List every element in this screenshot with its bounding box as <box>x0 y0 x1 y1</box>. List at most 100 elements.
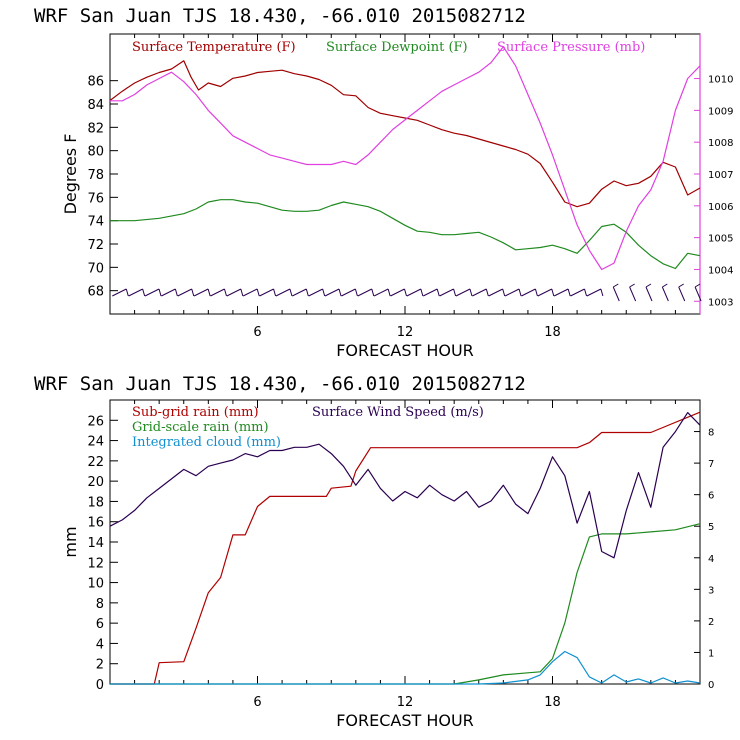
y-tick-label: 68 <box>87 285 104 300</box>
y-tick-label: 0 <box>96 678 104 693</box>
wind-barb <box>423 288 440 297</box>
x-tick-label: 12 <box>397 325 414 340</box>
y-tick-label: 72 <box>87 238 104 253</box>
legend-dewpoint: Surface Dewpoint (F) <box>326 40 468 55</box>
legend: Sub-grid rain (mm) Grid-scale rain (mm) … <box>132 405 484 450</box>
series-line-surface-dewpoint-f <box>110 199 701 270</box>
x-tick-label: 18 <box>544 695 561 710</box>
series-line-grid-scale-rain-mm <box>110 523 701 685</box>
y2-axis: 1003 1004 1005 1006 1007 1008 1009 1010 <box>694 75 733 308</box>
y-tick-label: 86 <box>87 75 104 90</box>
wind-barb <box>226 288 244 297</box>
plot-frame <box>109 33 701 315</box>
y2-tick-label: 2 <box>708 617 714 628</box>
y-tick-label: 78 <box>87 168 104 183</box>
wind-barb <box>488 288 506 297</box>
y2-tick-label: 0 <box>708 680 714 691</box>
wind-barb <box>472 288 489 297</box>
y2-tick-label: 1006 <box>708 202 733 213</box>
y2-tick-label: 1008 <box>708 138 733 149</box>
wind-barb <box>504 288 522 297</box>
chart-title: WRF San Juan TJS 18.430, -66.010 2015082… <box>34 5 526 27</box>
series-line-surface-temperature-f <box>109 60 701 208</box>
y-axis-label: Degrees F <box>61 134 80 215</box>
y2-tick-label: 5 <box>708 522 714 533</box>
legend-gridscale: Grid-scale rain (mm) <box>132 420 269 435</box>
y2-tick-label: 6 <box>708 491 714 502</box>
wind-barb <box>553 288 571 297</box>
legend-wind: Surface Wind Speed (m/s) <box>312 405 484 420</box>
series-lines <box>109 411 701 685</box>
wind-barb <box>242 288 260 297</box>
wind-barb <box>112 288 129 297</box>
wind-barb <box>661 283 669 302</box>
y2-tick-label: 1010 <box>708 75 733 86</box>
y2-tick-label: 1 <box>708 648 714 659</box>
y2-tick-label: 7 <box>708 459 714 470</box>
y-tick-label: 20 <box>87 475 104 490</box>
legend-subgrid: Sub-grid rain (mm) <box>132 405 259 420</box>
wind-barb <box>570 288 588 297</box>
y2-tick-label: 1005 <box>708 234 733 245</box>
wind-barb <box>439 288 457 297</box>
y-tick-label: 8 <box>96 597 104 612</box>
wind-barb <box>629 283 637 302</box>
wind-barb <box>645 283 653 302</box>
wind-barb <box>357 288 375 297</box>
y2-axis: 0 1 2 3 4 5 6 7 8 <box>694 428 714 691</box>
wind-barb <box>177 288 195 297</box>
legend-temperature: Surface Temperature (F) <box>132 40 296 55</box>
x-tick-label: 12 <box>397 695 414 710</box>
wind-barb <box>128 288 146 297</box>
y2-tick-label: 3 <box>708 585 714 596</box>
x-axis-label: FORECAST HOUR <box>336 341 474 360</box>
wind-barb <box>341 288 358 297</box>
wind-barb <box>324 288 342 297</box>
series-line-surface-pressure-mb <box>110 46 701 271</box>
y-tick-label: 6 <box>96 617 104 632</box>
y2-tick-label: 1007 <box>708 170 733 181</box>
legend: Surface Temperature (F) Surface Dewpoint… <box>132 40 645 55</box>
y-tick-label: 74 <box>87 215 104 230</box>
y-tick-label: 4 <box>96 637 104 652</box>
y2-tick-label: 1003 <box>708 297 733 308</box>
y-tick-label: 22 <box>87 455 104 470</box>
y-tick-label: 80 <box>87 145 104 160</box>
y-tick-label: 24 <box>87 435 104 450</box>
wind-barb <box>678 283 686 302</box>
wind-barbs <box>112 283 702 302</box>
legend-cloud: Integrated cloud (mm) <box>132 435 281 450</box>
wind-barb <box>390 288 407 297</box>
wind-barb <box>537 288 555 297</box>
y-tick-label: 12 <box>87 556 104 571</box>
wind-barb <box>292 288 309 297</box>
y-tick-label: 76 <box>87 191 104 206</box>
y2-tick-label: 1004 <box>708 265 733 276</box>
y2-tick-label: 8 <box>708 428 714 439</box>
chart-temperature: WRF San Juan TJS 18.430, -66.010 2015082… <box>34 5 733 360</box>
wind-barb <box>144 288 162 297</box>
series-line-integrated-cloud-mm <box>110 650 701 685</box>
y-tick-label: 14 <box>87 536 104 551</box>
series-line-sub-grid-rain-mm <box>110 411 701 685</box>
wind-barb <box>373 288 391 297</box>
x-tick-label: 6 <box>253 325 261 340</box>
legend-pressure: Surface Pressure (mb) <box>497 40 645 55</box>
x-axis: 6 12 18 <box>134 400 676 710</box>
x-axis-label: FORECAST HOUR <box>336 711 474 730</box>
series-lines <box>109 46 701 271</box>
wind-barb <box>612 283 620 302</box>
y-tick-label: 2 <box>96 658 104 673</box>
y-tick-label: 26 <box>87 414 104 429</box>
wind-barb <box>308 288 326 297</box>
wind-barb <box>275 288 293 297</box>
y-tick-label: 18 <box>87 495 104 510</box>
wind-barb <box>694 283 702 302</box>
wind-barb <box>259 288 277 297</box>
wind-barb <box>193 288 211 297</box>
x-tick-label: 18 <box>544 325 561 340</box>
y2-tick-label: 4 <box>708 554 714 565</box>
y-tick-label: 82 <box>87 121 104 136</box>
